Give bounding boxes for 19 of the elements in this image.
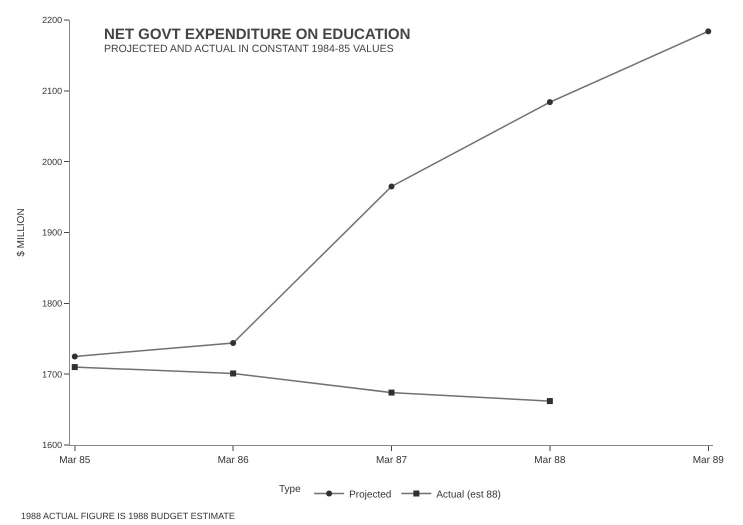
y-tick-label: 1900 [42,228,62,238]
legend-title: Type [279,484,302,495]
y-axis-title: $ MILLION [16,208,28,257]
x-tick-label: Mar 86 [218,455,250,466]
legend-label: Actual (est 88) [436,489,501,500]
y-tick-label: 1600 [42,440,62,450]
x-tick-label: Mar 89 [692,455,724,466]
x-tick-label: Mar 87 [376,455,408,466]
text: PROJECTED AND ACTUAL IN CONSTANT 1984-85 VALUES [104,43,394,56]
y-tick-label: 2100 [42,86,62,96]
y-tick-label: 1800 [42,298,62,308]
x-tick-label: Mar 85 [59,455,91,466]
y-tick-label: 1700 [42,369,62,380]
y-tick-label: 2200 [42,15,62,26]
y-tick-label: 2000 [42,156,62,167]
text: 1988 ACTUAL FIGURE IS 1988 BUDGET ESTIMATE [21,511,235,521]
legend-label: Projected [349,489,392,500]
x-tick-label: Mar 88 [534,455,566,466]
chart-title: NET GOVT EXPENDITURE ON EDUCATION [104,26,410,43]
